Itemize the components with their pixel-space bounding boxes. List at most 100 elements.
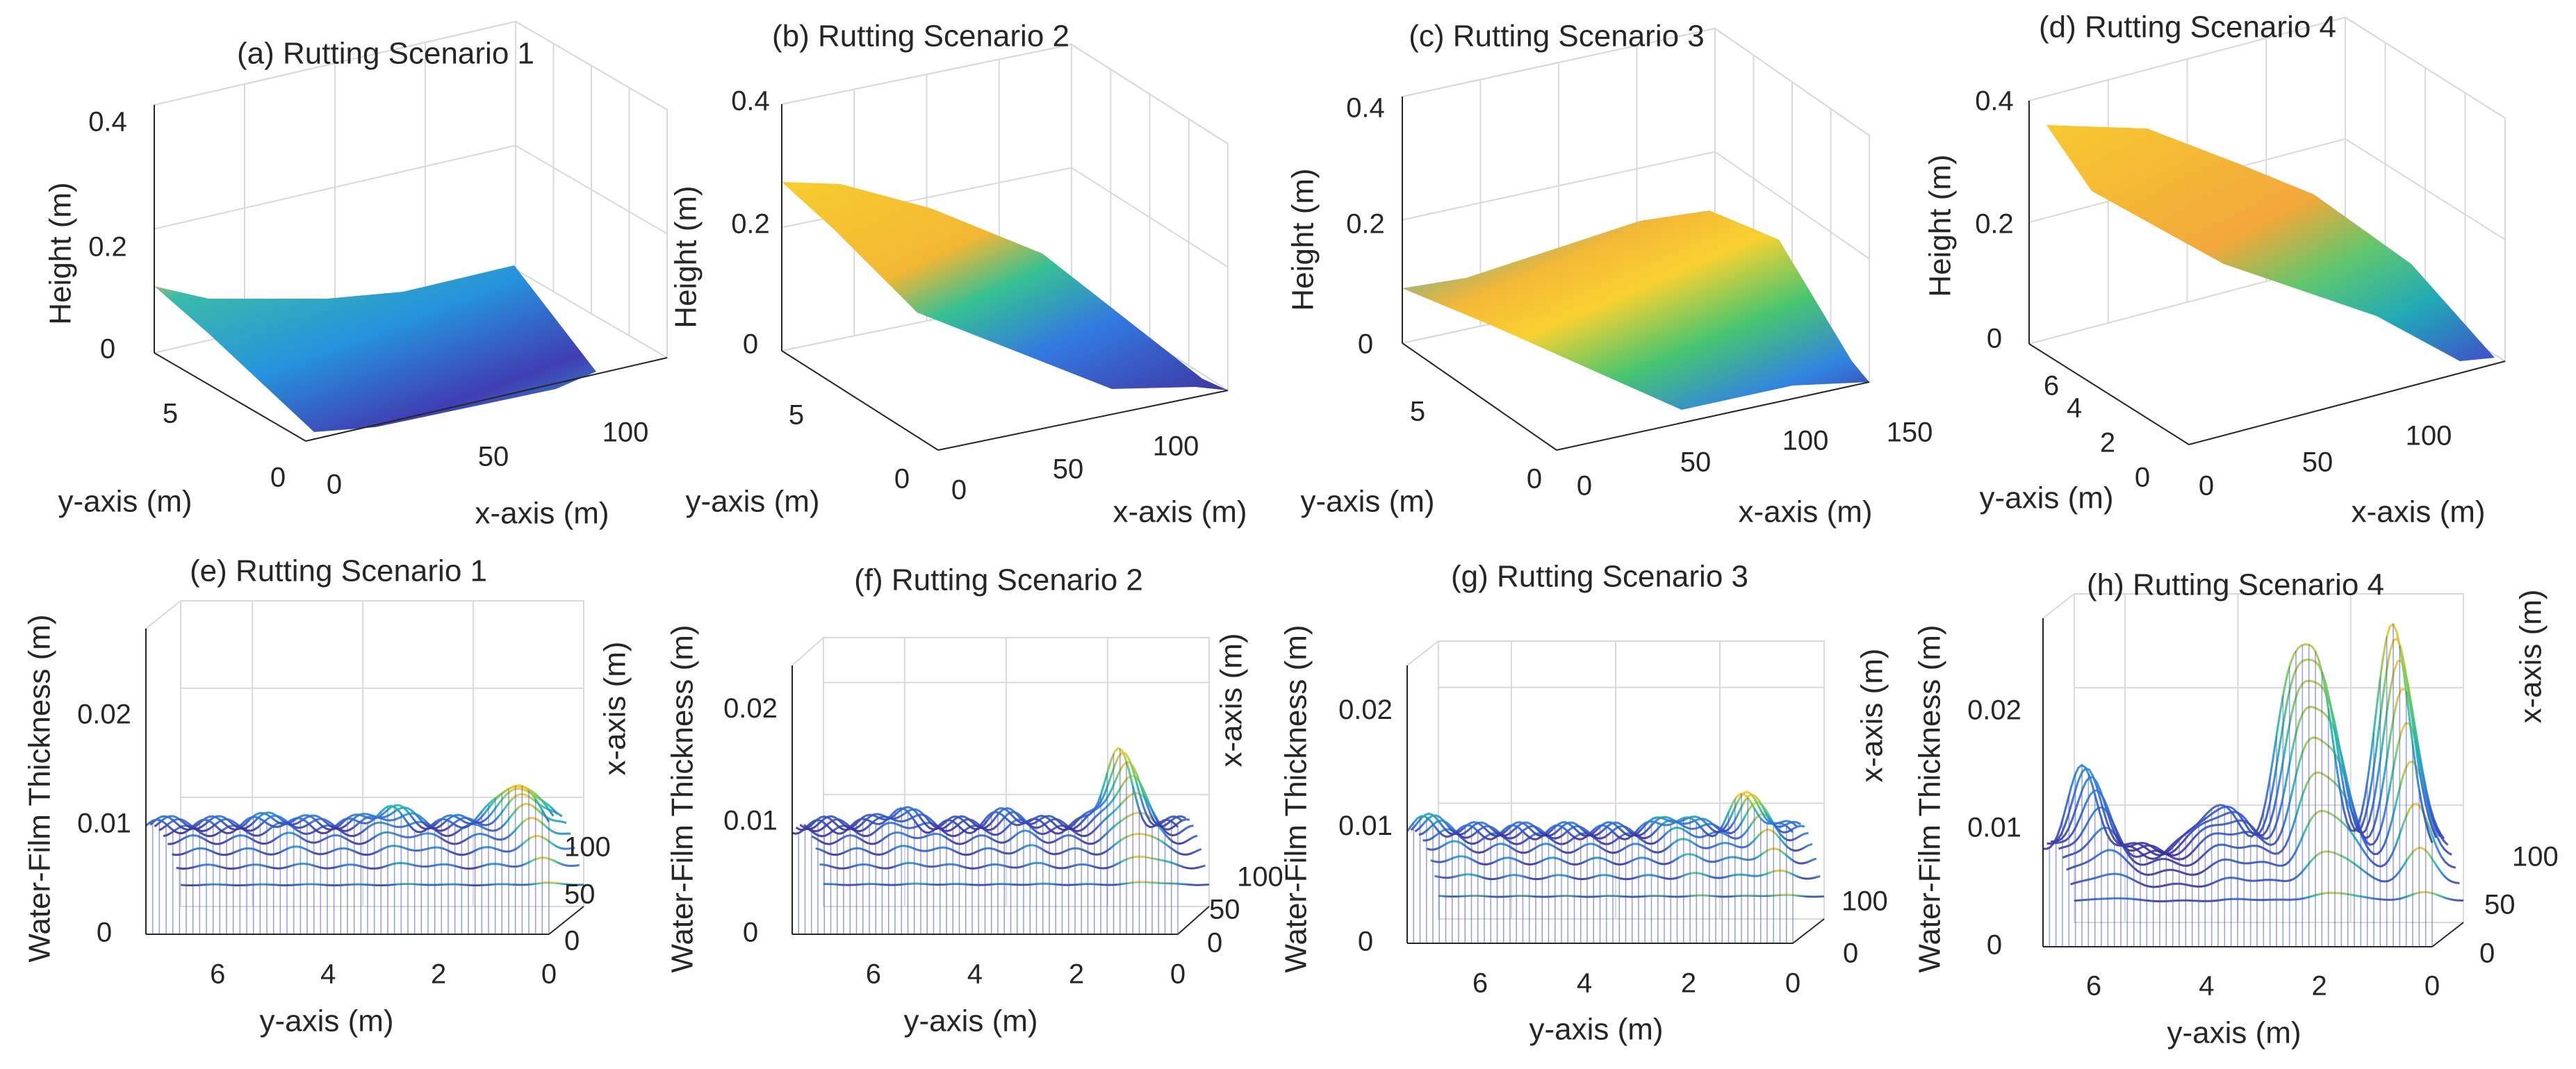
mesh-line [167,816,571,845]
y-tick-label: 0 [270,463,286,493]
x-axis-label: x-axis (m) [1738,495,1872,529]
mesh-line [2074,890,2464,903]
grid-line [2042,593,2075,619]
x-axis-label: x-axis (m) [2351,495,2485,529]
panel-title: (a) Rutting Scenario 1 [237,37,534,71]
panel-a: (a) Rutting Scenario 10501000500.20.4x-a… [44,20,669,531]
x-tick-label: 50 [1680,447,1712,478]
x-tick-label: 6 [2086,971,2101,1002]
grid-line [781,43,1229,144]
x-tick-label: 6 [1472,968,1488,999]
y-tick-label: 0 [894,464,910,495]
z-tick-label: 0.4 [1975,86,2014,117]
x-axis-label: x-axis (m) [1113,495,1247,529]
panel-g: (g) Rutting Scenario 3 6 4 2 0 0 0.01 0.02 0 100 y… [1279,560,1889,1047]
depth-tick-label: 50 [564,879,596,910]
panel-e: (e) Rutting Scenario 16 4 2 000.010.0205010… [23,554,632,1038]
panel-title: (e) Rutting Scenario 1 [190,554,487,588]
grid-line [1402,27,1870,136]
mesh-line [180,881,584,887]
mesh-line [803,774,1190,833]
grid-line [2028,16,2506,119]
depth-tick-label: 0 [2479,938,2495,969]
back-wall [2074,593,2464,923]
z-tick-label: 0.02 [77,699,131,729]
height-surface [154,265,596,432]
mesh-line [163,802,567,838]
mesh-line [799,761,1186,831]
y-axis-label: y-axis (m) [1979,481,2113,515]
z-tick-label: 0.2 [731,209,770,240]
x-tick-label: 50 [2302,447,2333,478]
mesh-line [815,832,1202,856]
x-tick-label: 2 [431,959,446,990]
y-tick-label: 0 [2135,463,2150,493]
x-tick-label: 4 [320,959,336,990]
grid-line [1402,151,1870,260]
z-axis-label: Water-Film Thickness (m) [1913,624,1947,972]
x-tick-label: 2 [1069,959,1084,990]
z-tick-label: 0.02 [1338,695,1393,725]
x-tick-label: 4 [967,959,983,990]
z-tick-label: 0.2 [1346,209,1385,240]
mesh-line [1418,801,1805,840]
x-tick-label: 0 [541,959,557,990]
z-axis-label: Height (m) [1923,154,1958,297]
panel-f: (f) Rutting Scenario 26 4 2 000.010.0205010… [666,563,1283,1038]
z-tick-label: 0 [743,329,758,360]
z-axis-label: Height (m) [669,185,703,328]
x-tick-label: 100 [2406,421,2452,451]
panel-title: (f) Rutting Scenario 2 [854,563,1143,597]
y-axis-line [781,350,939,451]
y-tick-label: 0 [1527,464,1542,495]
x-tick-label: 2 [2312,971,2327,1002]
z-tick-label: 0.2 [1975,209,2014,240]
back-wall [823,637,1210,907]
depth-tick-label: 100 [2512,842,2559,872]
mesh-line [2051,659,2441,856]
z-tick-label: 0.01 [1338,811,1393,841]
panel-title: (g) Rutting Scenario 3 [1451,560,1748,594]
z-axis-label: Height (m) [1286,168,1320,310]
depth-axis-line [1177,906,1210,935]
depth-tick-label: 0 [564,926,580,956]
depth-tick-label: 50 [1209,895,1240,925]
x-tick-label: 6 [210,959,225,990]
x-axis-label: x-axis (m) [475,497,609,531]
floor [2027,259,2507,446]
x-axis-line [937,390,1229,451]
z-tick-label: 0.02 [723,693,778,724]
x-tick-label: 6 [866,959,881,990]
mesh-line [807,792,1194,838]
mesh-line [1422,813,1809,845]
x-tick-label: 100 [602,417,649,448]
x-tick-label: 0 [2199,471,2214,502]
x-tick-label: 150 [1887,417,1933,448]
mesh-line [176,856,580,870]
y-tick-label: 5 [789,400,804,431]
x-tick-label: 100 [1153,431,1199,462]
height-surface [1402,210,1869,410]
mesh-line [149,785,555,831]
z-tick-label: 0.4 [88,107,127,138]
z-tick-label: 0.01 [723,805,778,836]
x-tick-label: 0 [1170,959,1186,990]
depth-tick-label: 50 [2484,890,2516,920]
grid-line [154,20,668,110]
x-tick-label: 50 [478,442,509,472]
depth-tick-label: 100 [1237,862,1283,893]
y-axis-line [2028,343,2190,445]
y-tick-label: 5 [163,399,178,429]
y-tick-label: 5 [1410,397,1425,427]
x-tick-label: 0 [951,475,967,506]
depth-axis-label: x-axis (m) [598,641,632,775]
z-tick-label: 0.02 [1967,695,2021,726]
z-tick-label: 0 [1358,927,1373,957]
mesh-line [154,787,559,830]
z-axis-label: Height (m) [44,182,78,324]
depth-axis-label: x-axis (m) [2514,589,2548,723]
mesh-line [1438,893,1825,898]
x-tick-label: 4 [2199,971,2214,1002]
